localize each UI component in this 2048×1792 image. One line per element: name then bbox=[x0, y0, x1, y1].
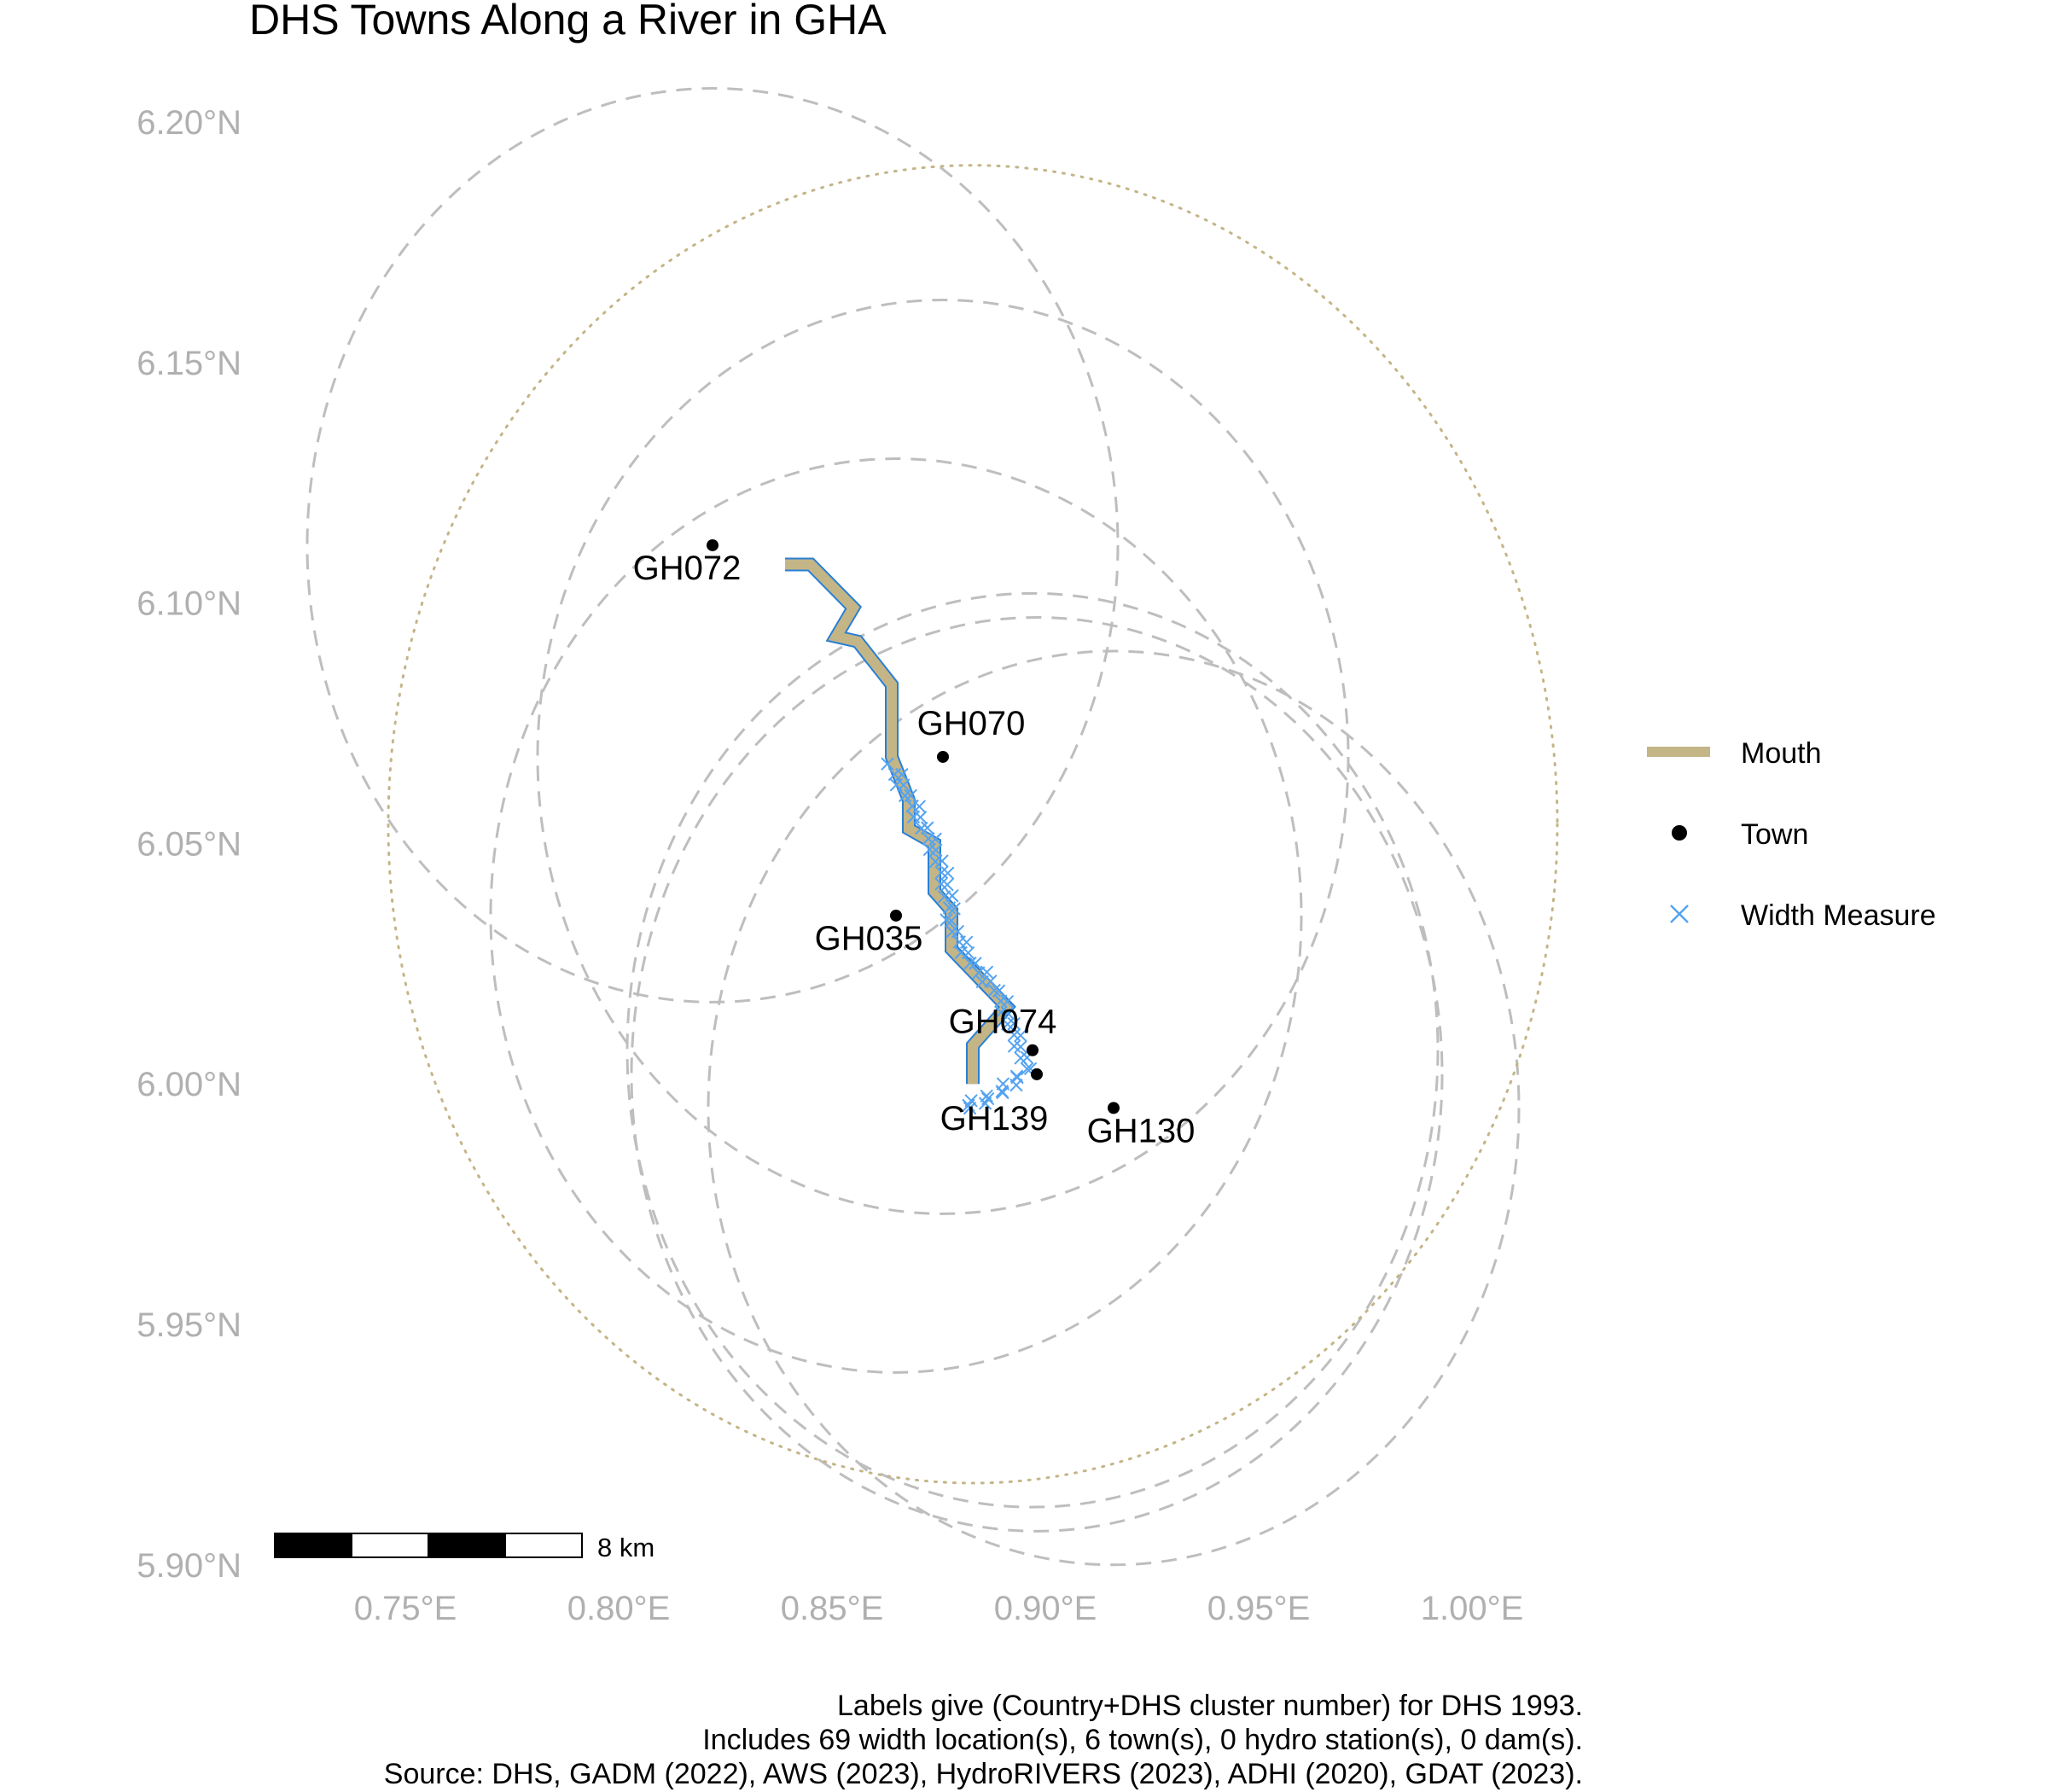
y-axis: 6.20°N 6.15°N 6.10°N 6.05°N 6.00°N 5.95°N 5.90… bbox=[137, 104, 241, 1585]
scale-segment-2 bbox=[351, 1533, 429, 1558]
width-measure-point bbox=[1009, 1078, 1023, 1092]
scale-segment-3 bbox=[428, 1533, 506, 1558]
width-measure-point bbox=[928, 855, 942, 869]
town-label-gh072: GH072 bbox=[633, 550, 742, 587]
width-measure-point bbox=[963, 1101, 977, 1115]
width-measure-point bbox=[1001, 1017, 1015, 1031]
width-measure-point bbox=[912, 800, 927, 813]
buffer-circle-gh139 bbox=[630, 616, 1444, 1533]
caption: Labels give (Country+DHS cluster number)… bbox=[384, 1690, 1583, 1790]
width-measure-point bbox=[1014, 1028, 1027, 1043]
scale-bar: 8 km bbox=[274, 1533, 655, 1562]
y-tick-label: 5.95°N bbox=[137, 1306, 241, 1344]
width-measure-point bbox=[962, 1098, 975, 1113]
legend-item-width-measure: Width Measure bbox=[1741, 899, 1936, 932]
width-measure-point bbox=[940, 913, 953, 927]
width-measure-point bbox=[929, 843, 943, 857]
width-measure-point bbox=[987, 983, 1001, 998]
legend-width-swatch bbox=[1670, 905, 1689, 923]
y-tick-label: 6.20°N bbox=[137, 104, 241, 142]
width-measure-point bbox=[928, 832, 942, 846]
width-measure-point bbox=[1014, 1051, 1027, 1065]
width-measure-point bbox=[1007, 1039, 1021, 1053]
caption-line-3: Source: DHS, GADM (2022), AWS (2023), Hy… bbox=[384, 1758, 1583, 1790]
dotted-buffer-circle bbox=[387, 164, 1559, 1485]
town-label-gh139: GH139 bbox=[940, 1100, 1049, 1137]
width-measure-point bbox=[942, 901, 957, 915]
town-marker-gh130 bbox=[1108, 1102, 1120, 1114]
map-title: DHS Towns Along a River in GHA bbox=[249, 0, 887, 44]
caption-line-1: Labels give (Country+DHS cluster number)… bbox=[837, 1690, 1583, 1722]
town-marker-gh139 bbox=[1031, 1068, 1043, 1080]
buffer-circles bbox=[305, 87, 1559, 1567]
width-measure-point bbox=[1014, 1039, 1027, 1054]
width-measure-point bbox=[961, 945, 975, 960]
town-label-gh035: GH035 bbox=[815, 920, 923, 957]
town-marker-gh070 bbox=[937, 750, 949, 763]
x-axis: 0.75°E 0.80°E 0.85°E 0.90°E 0.95°E 1.00°E bbox=[354, 1590, 1524, 1627]
town-label-gh074: GH074 bbox=[949, 1004, 1057, 1041]
width-measure-point bbox=[921, 821, 934, 835]
town-marker-gh072 bbox=[707, 538, 719, 551]
width-measure-point bbox=[960, 935, 974, 949]
town-marker-gh074 bbox=[1027, 1044, 1039, 1056]
width-measure-point bbox=[963, 956, 977, 970]
legend: Mouth Town Width Measure bbox=[1647, 737, 1936, 932]
buffer-circle-gh070 bbox=[536, 299, 1350, 1215]
x-tick-label: 0.90°E bbox=[994, 1590, 1097, 1627]
width-measure-point bbox=[881, 757, 894, 771]
town-marker-gh035 bbox=[890, 909, 902, 922]
x-tick-label: 0.95°E bbox=[1207, 1590, 1311, 1627]
width-measure-point bbox=[945, 925, 959, 939]
width-measure-point bbox=[951, 924, 965, 939]
buffer-circle-gh035 bbox=[489, 457, 1303, 1374]
width-measure-point bbox=[969, 957, 982, 970]
width-measure-point bbox=[915, 821, 928, 835]
width-measure-point bbox=[898, 788, 912, 803]
width-measure-point bbox=[934, 877, 948, 891]
x-tick-label: 1.00°E bbox=[1421, 1590, 1524, 1627]
width-measure-point bbox=[940, 866, 955, 880]
x-tick-label: 0.75°E bbox=[354, 1590, 457, 1627]
width-measure-point bbox=[980, 965, 994, 979]
y-tick-label: 6.10°N bbox=[137, 585, 241, 623]
town-label-gh070: GH070 bbox=[917, 705, 1026, 742]
width-measure-point bbox=[937, 890, 951, 904]
legend-item-town: Town bbox=[1741, 818, 1808, 851]
width-measure-point bbox=[992, 984, 1006, 998]
buffer-circle-gh072 bbox=[305, 87, 1120, 1004]
y-tick-label: 6.00°N bbox=[137, 1066, 241, 1103]
width-measure-point bbox=[895, 767, 909, 782]
width-measure-point bbox=[940, 878, 954, 892]
buffer-circle-gh074 bbox=[625, 591, 1440, 1509]
width-measure-point bbox=[978, 1097, 992, 1110]
width-measure-point bbox=[897, 778, 911, 792]
width-measure-point bbox=[947, 902, 961, 916]
town-label-gh130: GH130 bbox=[1087, 1112, 1196, 1149]
scale-segment-1 bbox=[274, 1533, 352, 1558]
town-layer: GH072 GH070 GH035 GH074 GH139 GH130 bbox=[633, 538, 1196, 1149]
y-tick-label: 6.05°N bbox=[137, 825, 241, 863]
legend-item-mouth: Mouth bbox=[1741, 737, 1822, 770]
x-tick-label: 0.80°E bbox=[567, 1590, 671, 1627]
width-measure-point bbox=[995, 1085, 1009, 1098]
width-measure-point bbox=[1000, 995, 1015, 1009]
scale-label: 8 km bbox=[597, 1533, 655, 1562]
x-tick-label: 0.85°E bbox=[781, 1590, 884, 1627]
width-measure-point bbox=[913, 811, 928, 824]
buffer-circle-gh130 bbox=[707, 649, 1521, 1567]
width-measure-point bbox=[984, 975, 998, 988]
y-tick-label: 5.90°N bbox=[137, 1547, 241, 1585]
caption-line-2: Includes 69 width location(s), 6 town(s)… bbox=[702, 1724, 1583, 1756]
width-measure-point bbox=[1000, 1006, 1015, 1020]
y-tick-label: 6.15°N bbox=[137, 345, 241, 382]
legend-town-swatch bbox=[1672, 825, 1687, 841]
width-measure-point bbox=[945, 914, 958, 928]
width-measure-point bbox=[904, 788, 917, 802]
width-measure-layer bbox=[881, 757, 1038, 1115]
scale-segment-4 bbox=[504, 1533, 583, 1558]
